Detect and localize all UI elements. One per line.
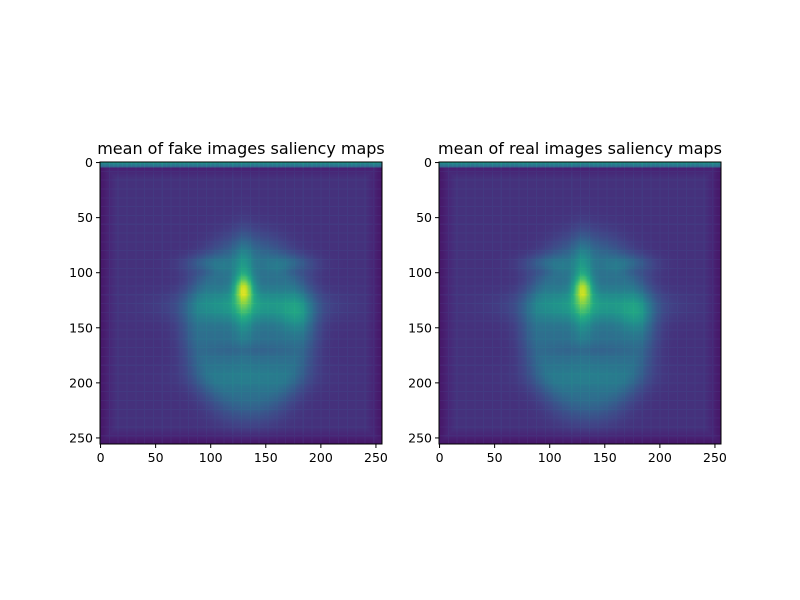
x-tick-label: 50 — [148, 450, 164, 465]
x-tick-label: 50 — [487, 450, 503, 465]
x-tick-label: 150 — [593, 450, 617, 465]
y-tick-label: 150 — [408, 320, 432, 335]
heatmap-fake — [100, 162, 382, 444]
x-tick-label: 0 — [436, 450, 444, 465]
y-tick-label: 200 — [408, 375, 432, 390]
y-tick-label: 100 — [69, 265, 93, 280]
y-tick-label: 0 — [85, 155, 93, 170]
y-tick-label: 200 — [69, 375, 93, 390]
x-tick-label: 250 — [364, 450, 388, 465]
axes-frame — [438, 161, 722, 445]
x-tick-label: 150 — [254, 450, 278, 465]
panel-real: mean of real images saliency maps 0 50 100… — [408, 139, 727, 465]
title-fake: mean of fake images saliency maps — [97, 139, 385, 158]
x-tick-label: 0 — [97, 450, 105, 465]
panel-fake: mean of fake images saliency maps 0 50 100… — [69, 139, 388, 465]
title-real: mean of real images saliency maps — [438, 139, 722, 158]
x-tick-label: 250 — [703, 450, 727, 465]
heatmap-real — [439, 162, 721, 444]
y-tick-label: 100 — [408, 265, 432, 280]
y-tick-label: 150 — [69, 320, 93, 335]
y-tick-label: 0 — [424, 155, 432, 170]
x-tick-label: 100 — [199, 450, 223, 465]
x-tick-label: 200 — [309, 450, 333, 465]
y-tick-label: 250 — [69, 430, 93, 445]
x-tick-label: 100 — [538, 450, 562, 465]
axes-frame — [99, 161, 383, 445]
y-tick-label: 50 — [77, 210, 93, 225]
x-tick-label: 200 — [648, 450, 672, 465]
y-tick-label: 50 — [416, 210, 432, 225]
y-tick-label: 250 — [408, 430, 432, 445]
